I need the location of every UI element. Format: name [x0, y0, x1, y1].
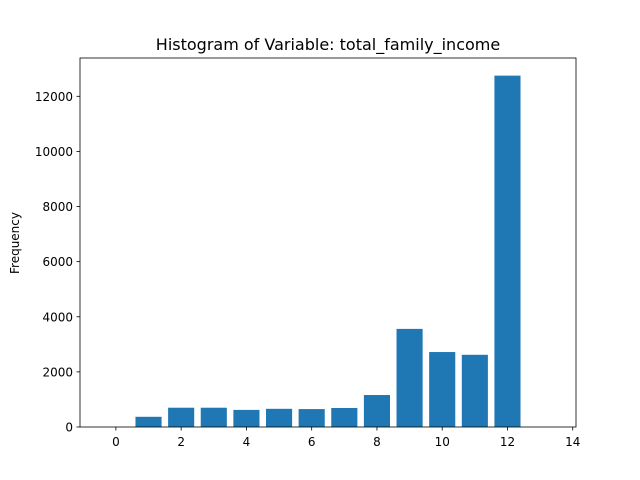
histogram-bar-8 — [363, 395, 390, 427]
x-tick-label-2: 2 — [177, 435, 185, 449]
x-tick-label-12: 12 — [500, 435, 515, 449]
x-tick-label-6: 6 — [308, 435, 316, 449]
x-tick-label-8: 8 — [373, 435, 381, 449]
histogram-bar-6 — [298, 409, 325, 427]
histogram-bar-5 — [266, 408, 293, 427]
y-tick-label-8000: 8000 — [42, 200, 73, 214]
y-tick-label-12000: 12000 — [35, 90, 73, 104]
bars-group — [135, 75, 521, 428]
x-tick-label-10: 10 — [435, 435, 450, 449]
histogram-bar-11 — [461, 354, 488, 427]
chart-title: Histogram of Variable: total_family_inco… — [156, 35, 500, 55]
histogram-bar-2 — [168, 407, 195, 427]
x-tick-label-14: 14 — [565, 435, 580, 449]
y-tick-label-10000: 10000 — [35, 145, 73, 159]
histogram-bar-3 — [200, 407, 227, 427]
histogram-bar-9 — [396, 328, 423, 427]
y-tick-label-6000: 6000 — [42, 255, 73, 269]
plot-frame — [79, 57, 577, 428]
histogram-bar-1 — [135, 416, 162, 427]
histogram-bar-4 — [233, 409, 260, 427]
y-tick-label-4000: 4000 — [42, 310, 73, 324]
histogram-bar-12 — [494, 75, 521, 428]
y-tick-label-2000: 2000 — [42, 365, 73, 379]
x-tick-label-0: 0 — [112, 435, 120, 449]
histogram-bar-10 — [429, 352, 456, 427]
y-tick-label-0: 0 — [65, 421, 73, 435]
y-axis-label: Frequency — [8, 212, 22, 274]
y-ticks-group: 0 2000 4000 6000 8000 10000 12000 — [35, 90, 80, 435]
histogram-bar-7 — [331, 407, 358, 427]
x-tick-label-4: 4 — [243, 435, 251, 449]
x-ticks-group: 0 2 4 6 8 10 12 14 — [112, 427, 580, 449]
